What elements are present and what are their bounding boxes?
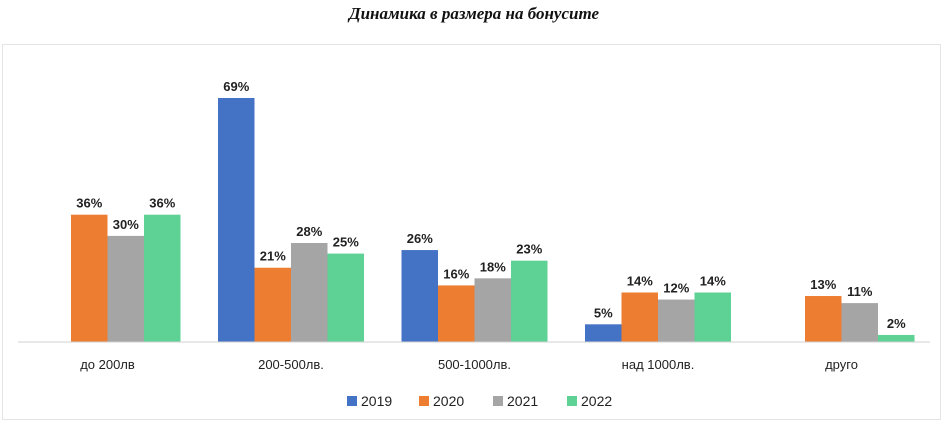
data-label-2021-4: 11%: [847, 284, 873, 299]
bar-2022-0: [144, 214, 181, 342]
bar-2019-3: [585, 324, 622, 342]
data-label-2022-1: 25%: [333, 235, 359, 250]
data-label-2019-3: 5%: [594, 305, 613, 320]
data-label-2022-0: 36%: [149, 196, 175, 211]
legend-swatch-2021: [493, 396, 503, 406]
data-label-2020-2: 16%: [443, 266, 469, 281]
category-label-3: над 1000лв.: [622, 357, 695, 372]
category-label-2: 500-1000лв.: [438, 357, 511, 372]
data-label-2020-0: 36%: [76, 196, 102, 211]
bar-2022-2: [511, 260, 548, 342]
data-label-2021-3: 12%: [663, 281, 689, 296]
data-label-2020-3: 14%: [627, 273, 653, 288]
data-label-2020-4: 13%: [810, 277, 836, 292]
category-label-1: 200-500лв.: [258, 357, 324, 372]
data-label-2020-1: 21%: [260, 249, 286, 264]
data-label-2022-3: 14%: [700, 273, 726, 288]
bar-2020-1: [254, 267, 291, 342]
data-label-2019-1: 69%: [223, 79, 249, 94]
bar-2021-1: [291, 242, 328, 342]
bar-2019-2: [401, 250, 438, 342]
chart-title: Динамика в размера на бонусите: [348, 4, 600, 23]
bar-2021-0: [107, 235, 144, 342]
bar-2019-1: [218, 98, 255, 342]
legend-label-2020: 2020: [433, 393, 464, 409]
legend-swatch-2022: [567, 396, 577, 406]
bars-layer: 36% 30% 36% 69% 21% 28% 25% 26% 16% 18% 23% 5% 14% 12…: [71, 79, 915, 342]
bar-2020-0: [71, 214, 108, 342]
legend-label-2021: 2021: [507, 393, 538, 409]
data-label-2022-4: 2%: [887, 316, 906, 331]
legend-swatch-2020: [419, 396, 429, 406]
category-labels: до 200лв 200-500лв. 500-1000лв. над 1000лв.…: [80, 357, 858, 372]
bar-2021-2: [474, 278, 511, 342]
bar-2020-4: [805, 296, 842, 342]
bar-2020-2: [438, 285, 475, 342]
bar-2020-3: [621, 292, 658, 342]
category-label-4: друго: [825, 357, 858, 372]
legend-label-2022: 2022: [581, 393, 612, 409]
data-label-2021-1: 28%: [296, 224, 322, 239]
bar-2022-4: [878, 334, 915, 342]
bar-2022-1: [327, 253, 364, 342]
bar-2021-4: [841, 303, 878, 342]
bar-2022-3: [694, 292, 731, 342]
category-label-0: до 200лв: [80, 357, 135, 372]
data-label-2021-2: 18%: [480, 259, 506, 274]
data-label-2021-0: 30%: [113, 217, 139, 232]
legend: 2019 2020 2021 2022: [347, 393, 612, 409]
data-label-2019-2: 26%: [407, 231, 433, 246]
bar-2021-3: [658, 299, 695, 342]
data-label-2022-2: 23%: [516, 242, 542, 257]
legend-label-2019: 2019: [361, 393, 392, 409]
legend-swatch-2019: [347, 396, 357, 406]
chart-frame: [2, 44, 941, 420]
